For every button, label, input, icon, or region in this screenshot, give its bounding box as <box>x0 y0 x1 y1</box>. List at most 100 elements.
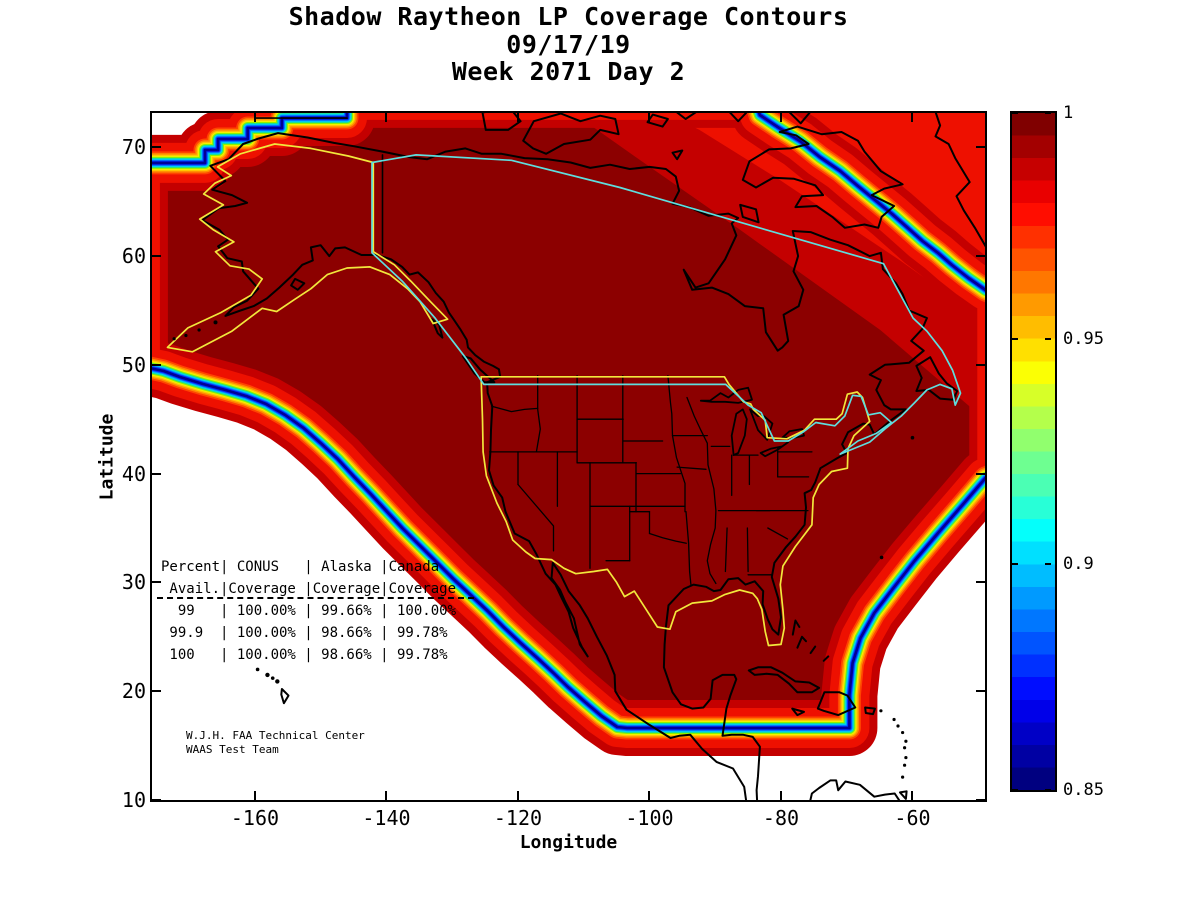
y-tick-mark <box>152 472 161 475</box>
x-tick-mark <box>779 791 782 800</box>
x-tick-label: -60 <box>894 806 931 830</box>
x-tick-label: -160 <box>230 806 280 830</box>
island-dot <box>213 320 218 325</box>
colorbar-tick-mark <box>1045 563 1051 566</box>
plot-title-line1: Shadow Raytheon LP Coverage Contours <box>288 2 849 31</box>
coverage-table-row-100: 100 | 100.00% | 98.66% | 99.78% <box>161 647 448 663</box>
y-tick-mark <box>152 690 161 693</box>
y-tick-label: 70 <box>121 135 146 160</box>
y-tick-mark <box>976 255 985 258</box>
coastline <box>899 790 908 800</box>
state-border <box>491 405 539 413</box>
y-tick-mark <box>152 255 161 258</box>
colorbar-tick-mark <box>1045 112 1051 114</box>
island-dot <box>255 667 260 672</box>
x-tick-mark <box>779 113 782 122</box>
x-tick-mark <box>911 791 914 800</box>
x-tick-mark <box>253 791 256 800</box>
coverage-contour-map <box>152 113 985 800</box>
coastline <box>809 779 901 800</box>
island-dot <box>904 755 908 760</box>
state-border <box>517 483 555 552</box>
coverage-table-row-99: 99 | 100.00% | 99.66% | 100.00% <box>161 603 457 619</box>
colorbar-tick-label: 1 <box>1063 103 1074 123</box>
state-border <box>535 375 541 453</box>
island-dot <box>879 709 883 713</box>
y-tick-label: 20 <box>121 679 146 704</box>
y-tick-mark <box>976 146 985 149</box>
island-dot <box>275 679 280 684</box>
x-tick-label: -120 <box>493 806 543 830</box>
coastline <box>809 645 817 655</box>
coastline <box>522 113 620 155</box>
y-tick-label: 60 <box>121 244 146 269</box>
great-lake-outline <box>730 408 748 456</box>
coverage-table-header2: Avail.|Coverage |Coverage|Coverage <box>161 581 457 597</box>
coastline <box>816 691 857 717</box>
coastline <box>791 707 805 717</box>
y-tick-mark <box>152 799 161 801</box>
service-region-boundary-yellow <box>480 375 871 647</box>
colorbar-tick-mark <box>1012 563 1018 566</box>
x-tick-mark <box>516 113 519 122</box>
colorbar-tick-label: 0.9 <box>1063 554 1094 575</box>
island-dot <box>902 763 907 767</box>
x-axis-label: Longitude <box>519 832 618 853</box>
state-border <box>685 511 692 586</box>
great-lake-outline <box>759 441 790 458</box>
colorbar-tick-label: 0.95 <box>1063 328 1104 349</box>
coverage-table-header1: Percent| CONUS | Alaska |Canada <box>161 559 440 575</box>
service-region-boundary-cyan <box>371 154 962 455</box>
colorbar-tick-label: 0.85 <box>1063 780 1104 800</box>
great-lake-outline <box>749 408 774 441</box>
island-dot <box>270 676 275 680</box>
y-tick-mark <box>152 146 161 149</box>
island-dot <box>896 724 900 728</box>
coverage-contour-band <box>152 113 985 730</box>
coastline <box>822 655 830 662</box>
coastline <box>864 706 876 716</box>
x-tick-mark <box>648 791 651 800</box>
credit-line1: W.J.H. FAA Technical Center <box>186 729 365 742</box>
state-border <box>676 466 707 470</box>
colorbar-tick-mark <box>1045 337 1051 340</box>
coastline <box>791 619 801 636</box>
x-tick-label: -140 <box>362 806 411 830</box>
coastline <box>461 355 496 384</box>
island-dot <box>265 672 270 678</box>
state-border <box>767 527 789 540</box>
island-dot <box>901 775 905 779</box>
state-border <box>746 527 749 573</box>
coastline <box>290 277 306 291</box>
service-region-boundary-yellow <box>166 143 449 353</box>
great-lake-outline <box>699 386 753 404</box>
coastline <box>481 113 522 131</box>
x-tick-mark <box>385 791 388 800</box>
coastline <box>747 666 821 694</box>
coastline <box>741 125 904 229</box>
coastline <box>671 149 684 161</box>
colorbar <box>1010 111 1057 792</box>
state-border <box>648 532 687 544</box>
plot-title-line2: 09/17/19 <box>506 30 631 59</box>
colorbar-tick-mark <box>1012 112 1018 114</box>
coverage-table-divider <box>157 597 474 599</box>
coastline <box>915 356 959 401</box>
coastline <box>934 113 985 248</box>
y-tick-mark <box>976 363 985 366</box>
coverage-table-row-99-9: 99.9 | 100.00% | 98.66% | 99.78% <box>161 625 448 641</box>
island-dot <box>184 333 188 338</box>
plot-title-line3: Week 2071 Day 2 <box>451 57 686 86</box>
x-tick-mark <box>516 791 519 800</box>
y-tick-label: 50 <box>121 352 146 377</box>
colorbar-tick-mark <box>1012 337 1018 340</box>
y-tick-mark <box>976 472 985 475</box>
y-tick-label: 30 <box>121 570 146 595</box>
coastline <box>788 113 811 125</box>
coverage-contour-zone <box>666 113 985 322</box>
state-border <box>686 396 717 585</box>
y-tick-mark <box>976 799 985 801</box>
island-dot <box>910 435 915 440</box>
island-dot <box>879 555 884 560</box>
